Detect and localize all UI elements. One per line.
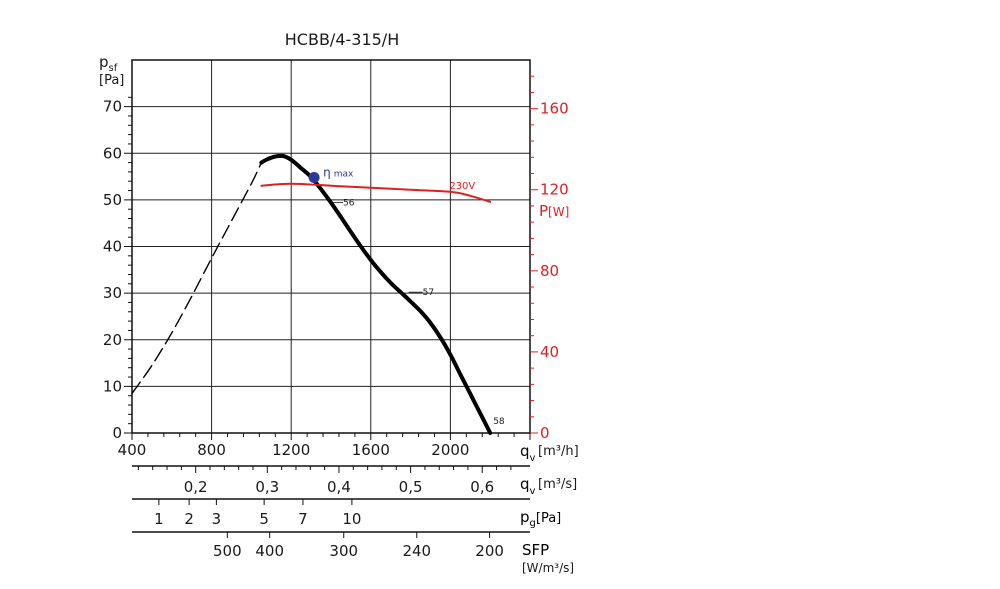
x-tick-label: 800 (197, 441, 226, 459)
y2-axis-ticks: 0 40 80 120 160 (530, 75, 569, 442)
y-axis-ticks: 0 10 20 30 40 50 60 70 (103, 96, 132, 442)
x-tick-label: 1200 (272, 441, 310, 459)
secondary-axis-m3s-label: qv (520, 475, 536, 497)
y2-tick-label: 0 (540, 424, 550, 442)
y2-tick-label: 80 (540, 262, 559, 280)
annotation-label: 57 (423, 288, 434, 298)
y-tick-label: 10 (103, 377, 122, 395)
y-axis-label-sub: sf (109, 63, 118, 74)
secondary-axis-sfp-label: SFP (522, 541, 549, 559)
secondary-axis-pg-tick-label: 5 (259, 510, 269, 528)
y-axis-label-main: p (99, 53, 109, 71)
pressure-curve (259, 153, 493, 435)
y-tick-label: 0 (112, 424, 122, 442)
secondary-axis-pg-label-main: p (520, 508, 530, 526)
secondary-axis-pg-tick-label: 2 (184, 510, 194, 528)
x-axis-unit: [m³/h] (538, 444, 579, 459)
secondary-axis-sfp-unit: [W/m³/s] (522, 561, 574, 575)
x-axis-label-main: q (520, 442, 530, 460)
y-axis-unit: [Pa] (99, 73, 124, 88)
series-label-230v: 230V (449, 181, 475, 192)
secondary-axis-m3s-tick-label: 0,2 (184, 478, 208, 496)
eta-max-label: η max (323, 165, 354, 179)
secondary-axis-pg-label-sub: g (530, 518, 536, 529)
eta-max-marker (308, 171, 320, 183)
eta-sub: max (334, 169, 354, 179)
power-curve-230v (260, 182, 492, 203)
annotation-label: 56 (343, 199, 355, 209)
x-axis-label-sub: v (530, 453, 536, 464)
secondary-axis-m3s-label-main: q (520, 475, 530, 493)
secondary-axis-m3s: 0,2 0,3 0,4 0,5 0,6 (132, 465, 530, 496)
y2-axis-label: P[W] (539, 202, 569, 220)
y2-axis-unit: [W] (548, 205, 569, 219)
chart-title: HCBB/4-315/H (285, 30, 399, 49)
secondary-axis-pg-unit: [Pa] (536, 511, 561, 526)
annotation-label: 58 (493, 417, 505, 427)
grid (132, 60, 530, 433)
y-tick-label: 60 (103, 144, 122, 162)
secondary-axis-pg-tick-label: 1 (154, 510, 164, 528)
eta-symbol: η (323, 165, 331, 179)
secondary-axis-m3s-tick-label: 0,6 (470, 478, 494, 496)
y-tick-label: 50 (103, 191, 122, 209)
secondary-axis-sfp-tick-label: 240 (402, 542, 431, 560)
x-axis-label: qv (520, 442, 536, 464)
secondary-axis-m3s-tick-label: 0,4 (327, 478, 351, 496)
secondary-axis-sfp-tick-label: 400 (255, 542, 284, 560)
series-layer: 230V (131, 153, 493, 435)
secondary-axis-sfp-tick-label: 200 (475, 542, 504, 560)
y-tick-label: 70 (103, 98, 122, 116)
secondary-axis-pg-tick-label: 10 (342, 510, 361, 528)
secondary-axis-m3s-tick-label: 0,5 (399, 478, 423, 496)
secondary-axis-sfp-tick-label: 300 (329, 542, 358, 560)
secondary-axis-sfp: 500 400 300 240 200 (132, 531, 530, 560)
secondary-axis-m3s-unit: [m³/s] (538, 477, 577, 492)
y-axis-label: psf (99, 53, 118, 74)
y-tick-label: 20 (103, 331, 122, 349)
y2-tick-label: 120 (540, 181, 569, 199)
secondary-axis-pg-tick-label: 3 (212, 510, 222, 528)
secondary-axis-sfp-tick-label: 500 (213, 542, 242, 560)
x-tick-label: 2000 (431, 441, 469, 459)
x-axis-ticks: 400 800 1200 1600 2000 (118, 433, 531, 459)
y2-axis-label-main: P (539, 202, 548, 220)
y2-tick-label: 40 (540, 343, 559, 361)
y-tick-label: 30 (103, 284, 122, 302)
secondary-axis-pg: 1 2 3 5 7 10 (132, 498, 530, 528)
y-tick-label: 40 (103, 238, 122, 256)
x-tick-label: 400 (118, 441, 147, 459)
secondary-axis-m3s-tick-label: 0,3 (255, 478, 279, 496)
secondary-axis-pg-tick-label: 7 (298, 510, 308, 528)
pressure-curve-dashed (131, 161, 263, 395)
secondary-axis-pg-label: pg[Pa] (520, 508, 561, 529)
y2-tick-label: 160 (540, 100, 569, 118)
secondary-axis-m3s-label-sub: v (530, 486, 536, 497)
annotations-layer: η max 56 57 58 (308, 165, 505, 427)
x-tick-label: 1600 (352, 441, 390, 459)
